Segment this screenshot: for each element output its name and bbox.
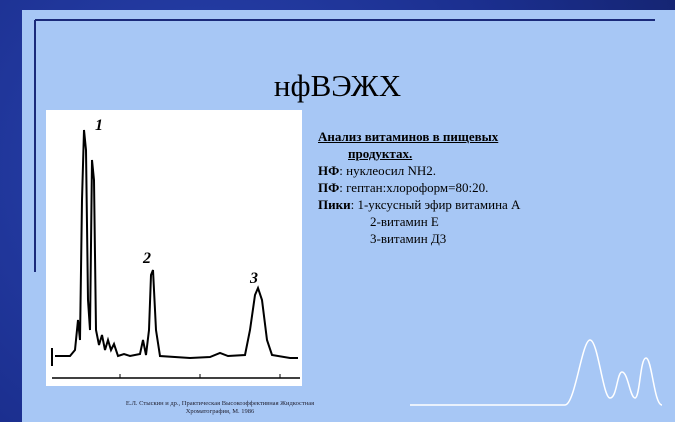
text: : гептан:хлороформ=80:20. [339, 180, 489, 195]
peak-label: 3 [249, 270, 258, 287]
description-line: ПФ: гептан:хлороформ=80:20. [318, 179, 520, 196]
peak-item: 2-витамин Е [370, 214, 439, 229]
heading: продуктах. [348, 146, 413, 161]
description-line: Пики: 1-уксусный эфир витамина А [318, 196, 520, 213]
citation-line: Хроматография, М. 1986 [185, 408, 255, 415]
text: : 1-уксусный эфир витамина А [350, 197, 521, 212]
chromatogram-trace [55, 129, 298, 360]
label: НФ [318, 163, 340, 178]
description: Анализ витаминов в пищевых продуктах. НФ… [318, 128, 520, 247]
text: : нуклеосил NH2. [339, 163, 436, 178]
peak-label: 1 [95, 117, 103, 134]
slide-title: нфВЭЖХ [273, 68, 402, 103]
heading: Анализ витаминов в пищевых [318, 129, 499, 144]
label: Пики [318, 197, 351, 212]
decorative-peaks [410, 339, 663, 406]
peak-label: 2 [142, 250, 151, 267]
peak-item: 3-витамин Д3 [370, 231, 447, 246]
description-line: НФ: нуклеосил NH2. [318, 162, 520, 179]
chromatogram-background [46, 110, 302, 386]
label: ПФ [318, 180, 340, 195]
citation: Е.Л. Стыскин и др., Практическая Высокоэ… [40, 400, 400, 416]
citation-line: Е.Л. Стыскин и др., Практическая Высокоэ… [125, 400, 315, 407]
